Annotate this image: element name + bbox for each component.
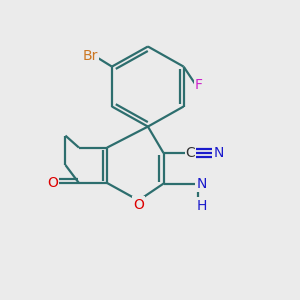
Text: O: O	[133, 198, 144, 212]
Text: N: N	[213, 146, 224, 160]
Text: Br: Br	[82, 49, 98, 62]
Text: F: F	[195, 78, 203, 92]
Text: C: C	[186, 146, 195, 160]
Text: H: H	[196, 199, 207, 212]
Text: O: O	[47, 176, 58, 190]
Text: N: N	[196, 177, 207, 190]
